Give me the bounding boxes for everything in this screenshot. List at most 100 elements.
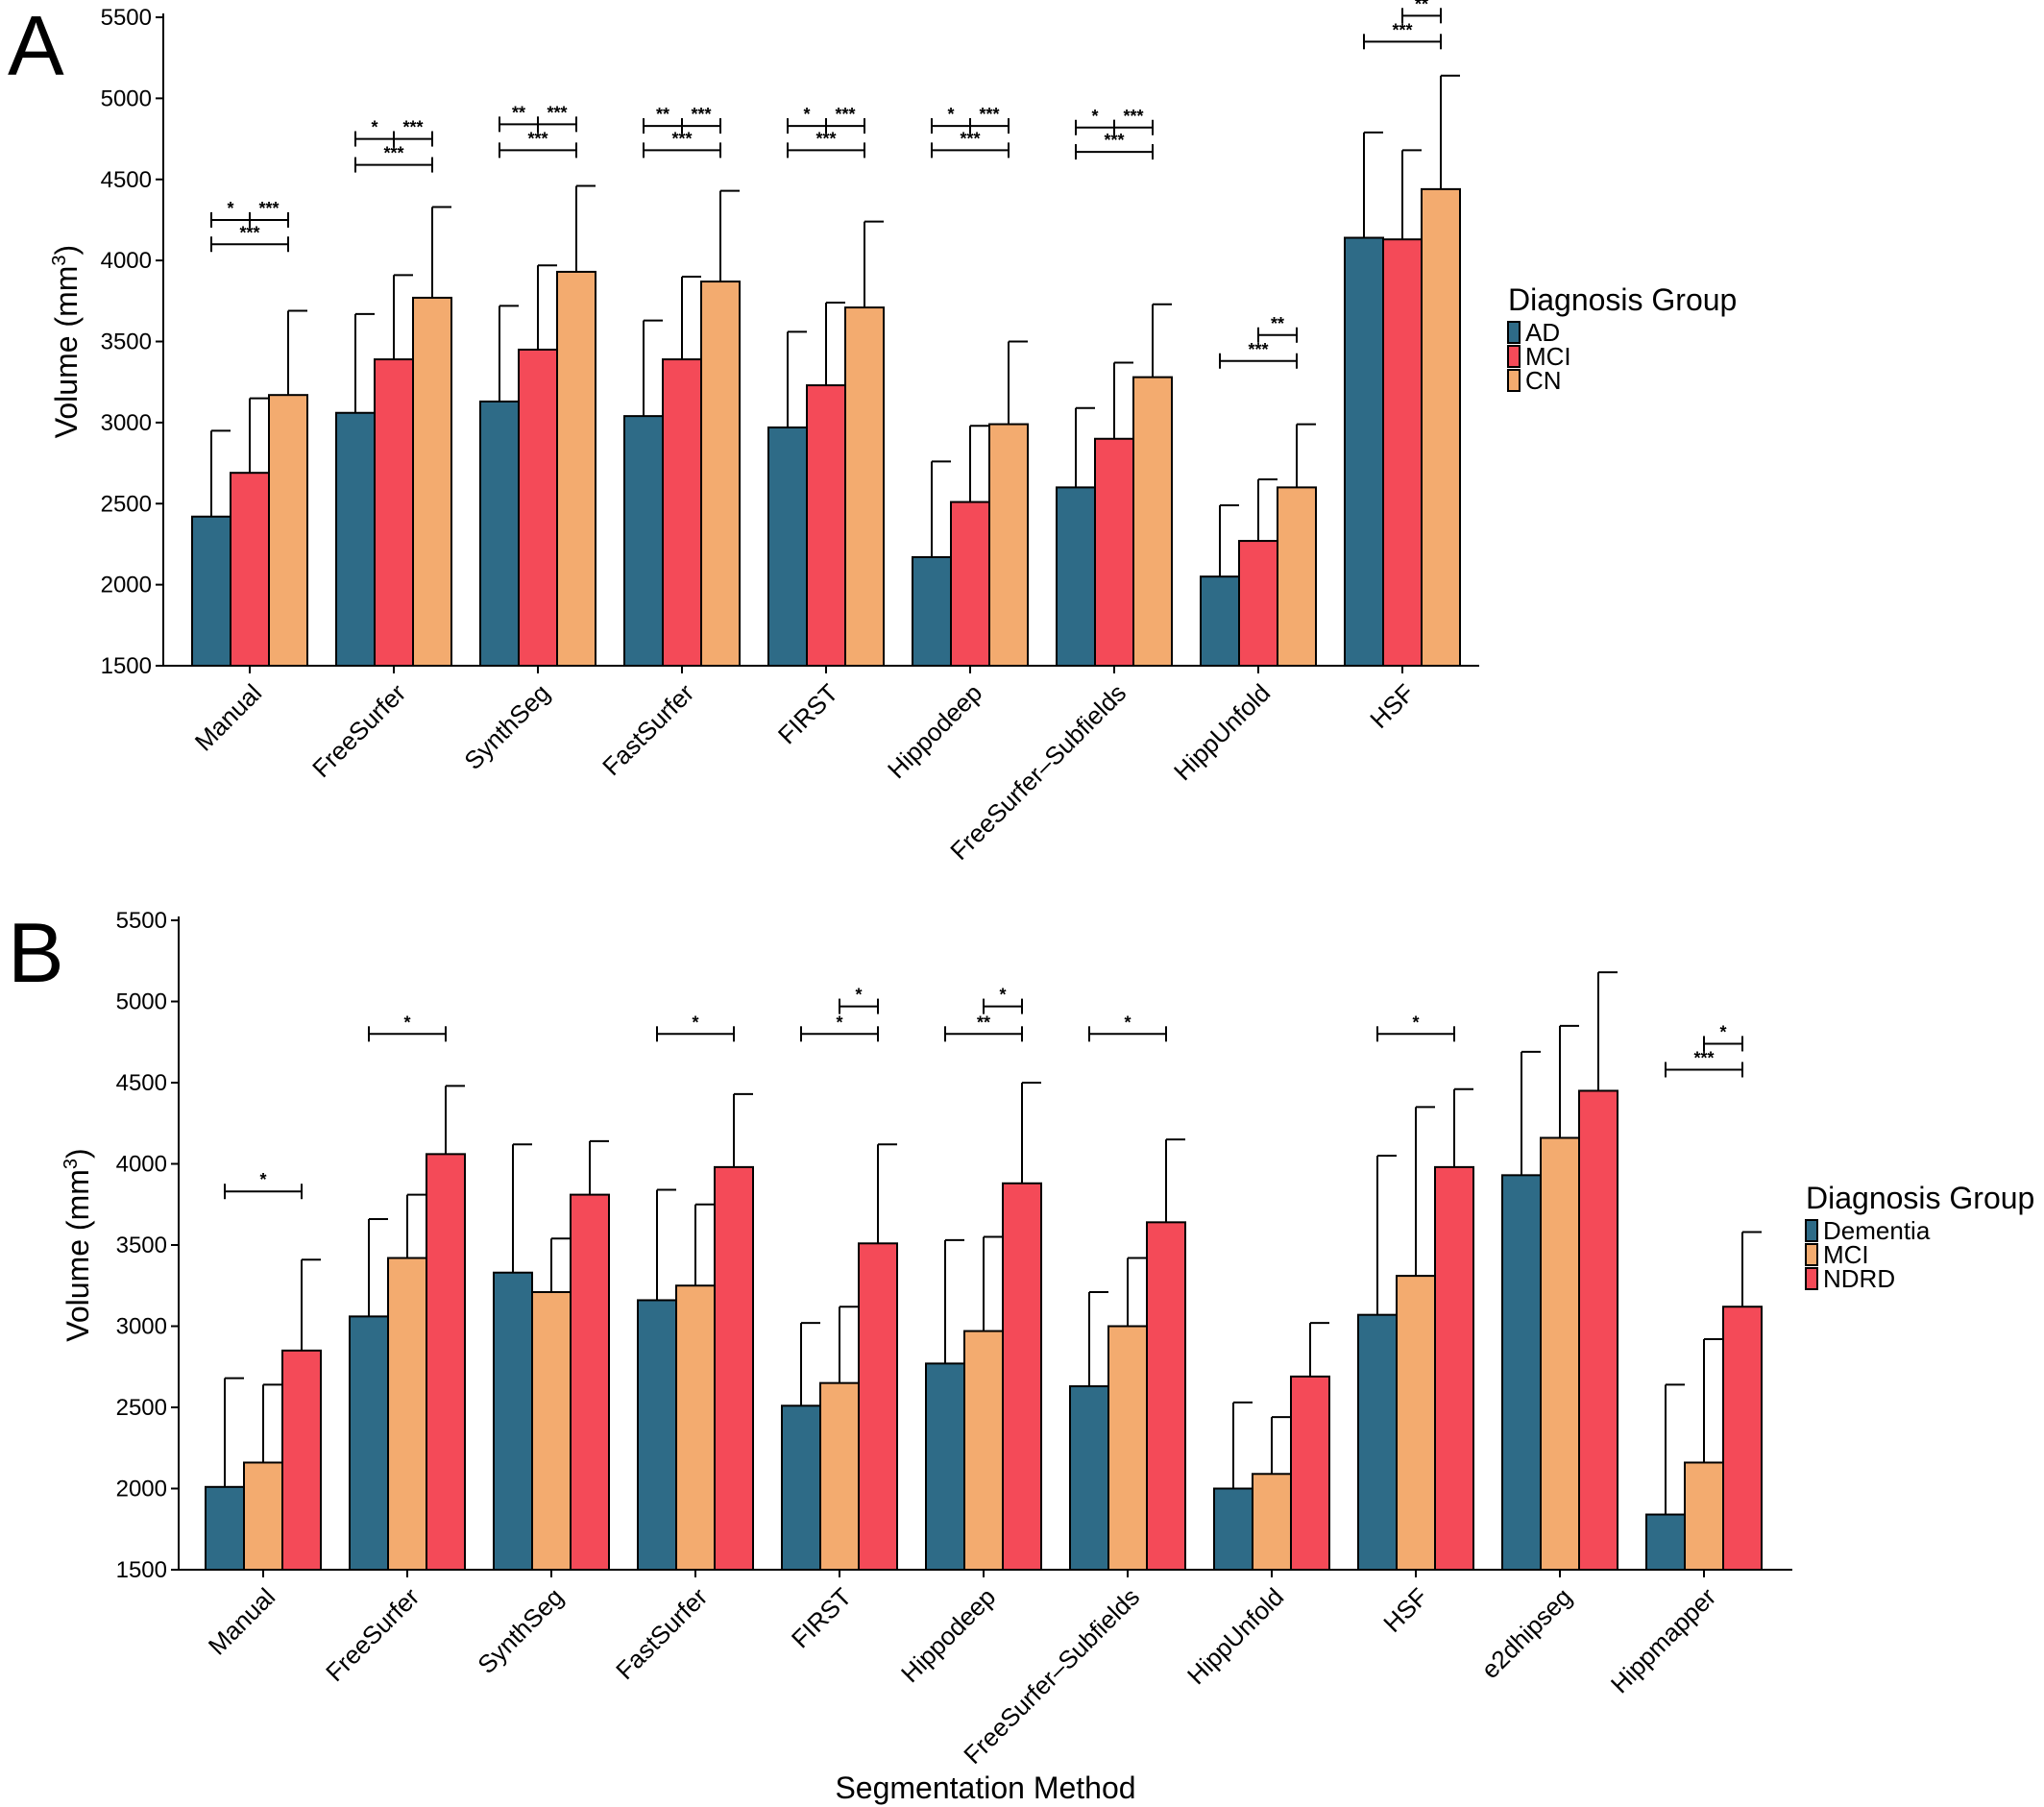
significance-label: *	[1091, 107, 1098, 126]
legend-swatch	[1507, 321, 1521, 344]
bar	[1107, 1325, 1148, 1571]
significance-label: ***	[815, 129, 836, 148]
panel-letter: A	[8, 0, 64, 93]
bar	[963, 1330, 1004, 1571]
significance-label: *	[227, 199, 233, 218]
x-tick-label: FIRST	[772, 678, 843, 749]
bar	[518, 348, 558, 667]
bar	[531, 1291, 572, 1571]
significance-label: *	[1719, 1022, 1726, 1041]
legend-title: Diagnosis Group	[1508, 282, 1737, 317]
significance-label: ***	[835, 105, 855, 124]
significance-label: ***	[979, 105, 999, 124]
y-tick-label: 3500	[116, 1233, 167, 1258]
significance-label: *	[836, 1013, 842, 1032]
bar	[819, 1381, 860, 1572]
significance-label: ***	[383, 144, 403, 163]
bar	[349, 1315, 389, 1571]
bar	[1684, 1461, 1724, 1571]
bar	[205, 1485, 245, 1572]
significance-label: ***	[402, 118, 423, 137]
y-tick-label: 5500	[101, 5, 152, 31]
x-tick-label: Manual	[189, 678, 268, 757]
significance-label: *	[259, 1170, 266, 1189]
bar	[925, 1362, 965, 1571]
significance-label: ***	[547, 103, 567, 122]
x-tick-label: SynthSeg	[458, 678, 555, 775]
bar	[570, 1193, 610, 1571]
bar	[1396, 1275, 1436, 1571]
bar	[858, 1242, 898, 1572]
significance-label: *	[803, 105, 810, 124]
y-tick-label: 1500	[101, 653, 152, 679]
y-tick-label: 4500	[116, 1070, 167, 1096]
bar	[912, 555, 952, 667]
significance-label: *	[371, 118, 377, 137]
x-tick-label: HippUnfold	[1181, 1582, 1289, 1690]
significance-label: ***	[691, 105, 711, 124]
y-tick-label: 4000	[101, 248, 152, 274]
bar	[1094, 437, 1134, 667]
y-tick-label: 1500	[116, 1557, 167, 1583]
bar	[781, 1404, 821, 1572]
legend-label: AD	[1525, 318, 1560, 347]
y-tick-label: 2000	[101, 573, 152, 598]
bar	[844, 306, 885, 667]
significance-label: ***	[527, 129, 548, 148]
bar	[387, 1257, 427, 1572]
y-tick-label: 5000	[101, 85, 152, 111]
bar	[700, 281, 741, 667]
x-tick-label: FreeSurfer	[320, 1582, 425, 1687]
bar	[714, 1165, 754, 1571]
significance-label: **	[1271, 314, 1284, 333]
legend-label: Dementia	[1823, 1216, 1931, 1245]
x-tick-label: SynthSeg	[472, 1582, 569, 1679]
significance-label: *	[1124, 1013, 1131, 1032]
bar	[988, 423, 1029, 667]
legend-swatch	[1805, 1243, 1818, 1266]
x-tick-label: HippUnfold	[1168, 678, 1276, 786]
x-tick-label: HSF	[1377, 1582, 1433, 1638]
panel-a: A 1500 2000 2500 3000 3500 4000 4500 5000 5500 Vol…	[8, 0, 1737, 866]
y-tick-label: 5000	[116, 989, 167, 1015]
x-axis-title: Segmentation Method	[835, 1770, 1135, 1805]
bar	[1277, 486, 1317, 667]
significance-label: **	[1415, 0, 1428, 13]
x-tick-label: FastSurfer	[596, 678, 699, 781]
bar	[1722, 1306, 1763, 1571]
significance-label: **	[512, 103, 525, 122]
significance-label: ***	[239, 223, 259, 242]
significance-label: ***	[1693, 1048, 1714, 1067]
bar	[412, 296, 452, 667]
bar	[1434, 1165, 1474, 1571]
x-tick-label: FIRST	[786, 1582, 857, 1653]
bar	[675, 1284, 716, 1571]
bar	[1501, 1174, 1542, 1571]
x-tick-label: Hippodeep	[882, 678, 987, 784]
bar	[767, 426, 808, 667]
significance-label: ***	[1123, 107, 1143, 126]
significance-label: ***	[258, 199, 279, 218]
bar	[479, 400, 520, 667]
bar	[1382, 238, 1423, 667]
y-tick-label: 4500	[101, 167, 152, 193]
bar	[950, 501, 990, 667]
bar	[335, 411, 376, 667]
significance-label: *	[403, 1013, 410, 1032]
y-tick-label: 5500	[116, 908, 167, 934]
bar	[1540, 1136, 1580, 1571]
significance-label: *	[855, 986, 862, 1005]
significance-label: *	[692, 1013, 698, 1032]
bar	[1056, 486, 1096, 667]
bar	[1002, 1182, 1042, 1572]
legend-swatch	[1507, 345, 1521, 368]
legend-label: NDRD	[1823, 1264, 1895, 1293]
legend-swatch	[1805, 1267, 1818, 1290]
significance-label: **	[977, 1013, 990, 1032]
bar	[662, 358, 702, 667]
significance-label: *	[947, 105, 954, 124]
significance-label: *	[999, 986, 1006, 1005]
y-axis-title: Volume (mm3)	[49, 245, 84, 438]
x-tick-label: Hippodeep	[895, 1582, 1001, 1688]
